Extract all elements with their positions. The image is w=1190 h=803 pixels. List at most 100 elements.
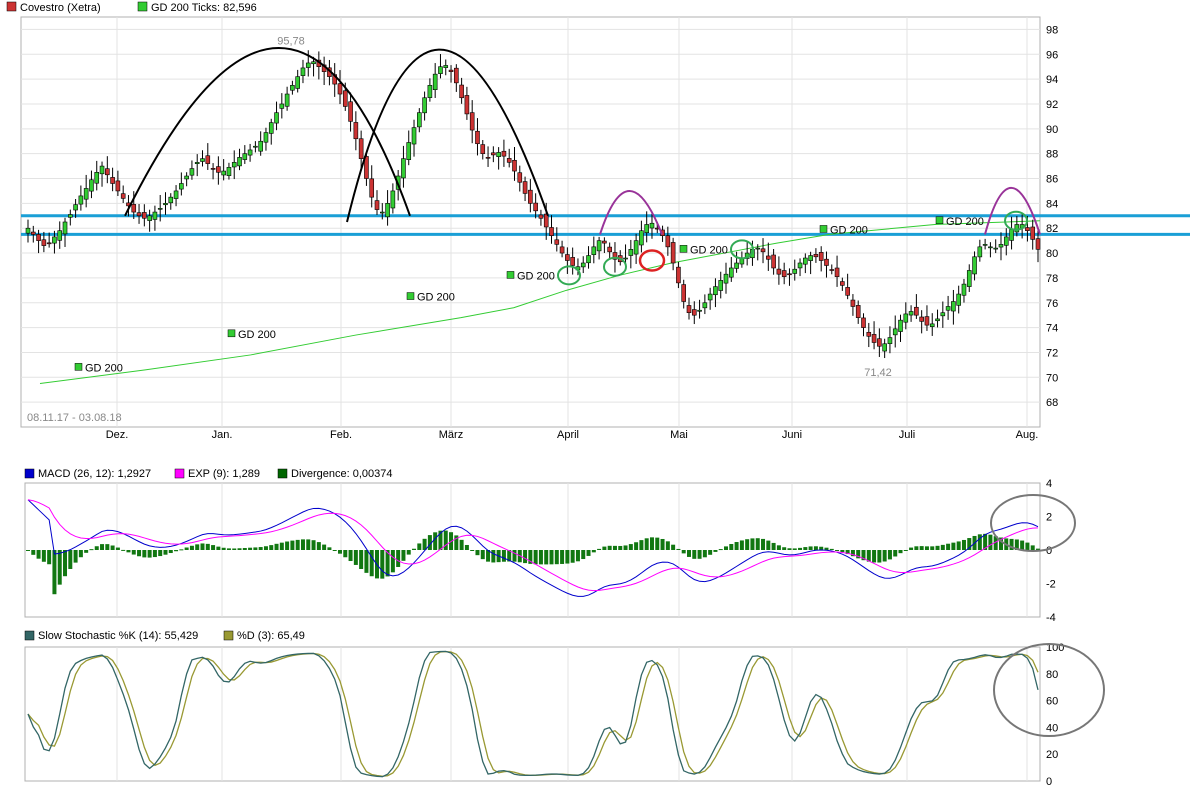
candle-body	[142, 212, 147, 219]
candle	[570, 247, 575, 275]
macd-divergence-bar	[195, 544, 200, 550]
candle-body	[596, 240, 602, 252]
candle-body	[892, 328, 898, 336]
macd-divergence-bar	[501, 550, 506, 562]
candle-body	[194, 162, 200, 164]
macd-divergence-bar	[396, 550, 401, 567]
candle	[480, 140, 486, 160]
macd-divergence-bar	[184, 547, 189, 550]
candle-body	[274, 112, 279, 124]
candle	[871, 321, 877, 350]
candle-body	[305, 62, 311, 68]
macd-divergence-bar	[734, 542, 739, 550]
candle-body	[972, 256, 977, 275]
macd-divergence-bar	[988, 534, 993, 550]
candle	[168, 193, 174, 210]
y-tick-label: 94	[1046, 74, 1058, 86]
candle	[485, 146, 491, 167]
candle-body	[78, 195, 84, 205]
candle-body	[866, 331, 872, 337]
candle	[728, 257, 734, 282]
candle-body	[385, 203, 390, 218]
purple-arc-1	[599, 189, 663, 235]
candle	[755, 244, 761, 261]
candle-body	[475, 130, 480, 145]
candle	[454, 64, 459, 92]
candle-body	[401, 158, 406, 179]
macd-divergence-bar	[491, 550, 496, 563]
candle	[438, 54, 443, 79]
candle-body	[882, 343, 887, 352]
macd-divergence-bar	[248, 547, 253, 550]
candle	[977, 239, 983, 262]
candle	[697, 299, 702, 319]
macd-y-tick-label: 2	[1046, 512, 1052, 524]
candle	[284, 86, 290, 111]
macd-divergence-bar	[570, 550, 575, 563]
candle	[676, 262, 681, 289]
candle-body	[565, 254, 570, 261]
candle-body	[512, 159, 517, 172]
macd-divergence-bar	[591, 550, 596, 553]
candle	[358, 130, 364, 172]
candle	[840, 277, 845, 291]
signal-line	[27, 499, 1039, 592]
candle	[512, 147, 517, 181]
candle	[142, 204, 147, 227]
candle-body	[713, 286, 718, 296]
macd-divergence-bar	[242, 547, 247, 550]
candle-body	[1025, 227, 1030, 231]
candle-body	[120, 193, 126, 199]
candle	[237, 148, 242, 171]
candle-body	[792, 268, 798, 274]
candle	[274, 101, 279, 131]
candle	[861, 313, 866, 337]
macd-divergence-bar	[343, 550, 348, 558]
macd-divergence-bar	[528, 550, 533, 564]
candle-body	[491, 152, 496, 156]
head-arc-1	[124, 47, 411, 217]
gd200-marker	[679, 245, 688, 253]
candle	[554, 227, 560, 252]
candle	[565, 247, 570, 274]
macd-divergence-bar	[94, 546, 99, 550]
candle	[792, 259, 798, 281]
y-tick-label: 74	[1046, 323, 1058, 335]
candle-body	[929, 323, 935, 327]
candle	[818, 246, 824, 272]
candle	[316, 51, 322, 80]
candle	[147, 209, 152, 232]
candle-body	[935, 318, 940, 322]
macd-divergence-bar	[623, 545, 628, 550]
macd-divergence-bar	[232, 548, 237, 550]
macd-divergence-bar	[337, 550, 342, 554]
candle	[766, 242, 771, 271]
macd-y-tick-label: -2	[1046, 579, 1056, 591]
candle-body	[115, 180, 121, 192]
macd-divergence-bar	[1025, 542, 1030, 550]
candle-body	[834, 267, 840, 277]
candle	[131, 191, 137, 220]
macd-divergence-bar	[575, 550, 580, 562]
macd-divergence-bar	[686, 550, 691, 557]
macd-divergence-bar	[306, 539, 311, 550]
candle-body	[977, 246, 983, 258]
candle	[475, 118, 480, 156]
candle-body	[501, 150, 507, 157]
candle	[290, 80, 295, 95]
macd-divergence-bar	[597, 548, 602, 550]
candle	[882, 338, 887, 359]
macd-divergence-bar	[137, 550, 142, 557]
candle	[78, 185, 84, 211]
candle-body	[226, 167, 232, 176]
stoch-y-tick-label: 40	[1046, 722, 1058, 734]
macd-divergence-bar	[560, 550, 565, 564]
candle	[528, 179, 533, 213]
candle	[348, 92, 353, 132]
candle-body	[427, 85, 433, 98]
macd-divergence-bar	[602, 546, 607, 550]
macd-divergence-bar	[787, 548, 792, 550]
candle-body	[776, 268, 782, 275]
candle	[205, 143, 211, 170]
candle	[760, 238, 766, 264]
